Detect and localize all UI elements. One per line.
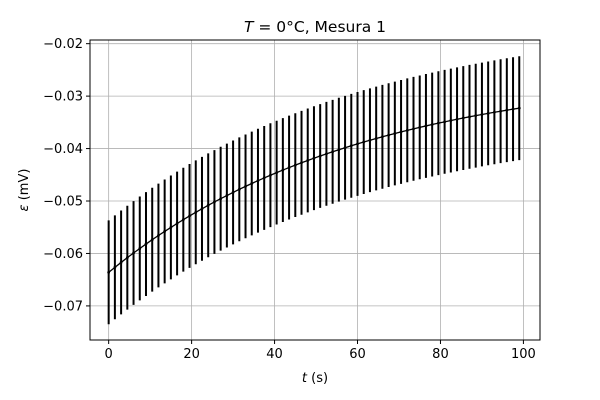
data-point xyxy=(157,234,160,237)
data-point xyxy=(244,184,247,188)
data-point xyxy=(436,121,440,125)
data-point xyxy=(194,210,198,214)
data-point xyxy=(213,200,216,204)
x-tick-label: 20 xyxy=(183,347,200,362)
data-point xyxy=(337,148,341,152)
data-point xyxy=(405,128,409,132)
data-point xyxy=(219,197,223,201)
y-axis-label-var: ε xyxy=(17,204,32,211)
chart-title-var: T xyxy=(244,18,255,36)
data-point xyxy=(200,207,204,211)
data-point xyxy=(399,130,403,134)
data-point xyxy=(169,225,173,229)
data-point xyxy=(256,179,260,183)
data-point xyxy=(468,115,471,119)
chart-title-rest: = 0°C, Mesura 1 xyxy=(253,18,386,36)
data-point xyxy=(486,111,490,115)
data-point xyxy=(225,194,229,197)
data-point xyxy=(424,124,428,128)
data-point xyxy=(511,107,515,111)
y-tick-label: −0.05 xyxy=(43,195,83,210)
y-tick-label: −0.04 xyxy=(43,142,83,157)
y-axis-ticks: −0.07 −0.06 −0.05 −0.04 −0.03 −0.02 xyxy=(43,37,90,314)
data-point xyxy=(418,125,422,129)
data-point xyxy=(325,152,328,156)
y-axis-label: ε (mV) xyxy=(17,169,32,212)
data-point xyxy=(163,230,167,233)
data-point xyxy=(306,159,310,162)
data-point xyxy=(449,119,453,122)
plot-frame xyxy=(89,39,541,341)
data-points xyxy=(107,106,521,274)
data-point xyxy=(107,270,111,274)
data-point xyxy=(125,256,129,260)
data-point xyxy=(430,123,434,126)
data-point xyxy=(132,251,135,255)
x-axis-label-var: t xyxy=(302,371,308,386)
data-point xyxy=(368,138,372,142)
data-point xyxy=(250,182,254,185)
y-tick-label: −0.07 xyxy=(43,299,83,314)
data-point xyxy=(492,110,496,114)
data-point xyxy=(150,238,154,242)
data-point xyxy=(181,218,185,222)
x-axis-ticks: 0 20 40 60 80 100 xyxy=(105,340,536,362)
data-point xyxy=(175,222,179,225)
data-point xyxy=(356,142,359,146)
data-point xyxy=(293,163,297,167)
data-point xyxy=(387,133,391,137)
data-point xyxy=(300,161,303,165)
chart-title: T = 0°C, Mesura 1 xyxy=(244,18,386,36)
data-point xyxy=(275,171,279,175)
x-tick-label: 60 xyxy=(349,347,366,362)
data-point xyxy=(318,154,322,158)
data-point xyxy=(380,135,384,139)
data-point xyxy=(262,176,266,180)
data-point xyxy=(269,173,272,177)
data-point xyxy=(287,166,291,169)
data-point xyxy=(393,132,397,135)
y-axis-label-rest: (mV) xyxy=(17,169,32,205)
data-point xyxy=(312,156,316,160)
data-point xyxy=(349,144,353,148)
data-point xyxy=(474,114,478,118)
x-tick-label: 40 xyxy=(266,347,283,362)
x-axis-label-rest: (s) xyxy=(307,371,328,386)
data-point xyxy=(362,140,366,144)
y-tick-label: −0.06 xyxy=(43,247,83,262)
data-point xyxy=(505,108,509,112)
data-point xyxy=(455,117,459,121)
data-point xyxy=(231,190,235,194)
y-tick-label: −0.03 xyxy=(43,90,83,105)
data-point xyxy=(331,150,335,154)
data-point xyxy=(138,247,142,250)
data-point xyxy=(281,168,285,172)
data-point xyxy=(237,187,241,191)
data-point xyxy=(499,109,502,113)
data-point xyxy=(517,106,521,110)
data-point xyxy=(144,242,148,246)
x-tick-label: 0 xyxy=(105,347,113,362)
data-point xyxy=(206,203,210,207)
data-point xyxy=(374,137,378,140)
data-point xyxy=(119,261,123,264)
x-axis-label: t (s) xyxy=(302,371,328,386)
y-tick-label: −0.02 xyxy=(43,37,83,52)
x-tick-label: 100 xyxy=(511,347,536,362)
data-point xyxy=(443,120,447,124)
data-point xyxy=(480,113,484,116)
x-tick-label: 80 xyxy=(432,347,449,362)
data-point xyxy=(461,116,465,120)
data-point xyxy=(343,146,347,150)
data-point xyxy=(113,265,117,269)
data-point xyxy=(188,214,191,218)
data-point xyxy=(412,127,415,131)
